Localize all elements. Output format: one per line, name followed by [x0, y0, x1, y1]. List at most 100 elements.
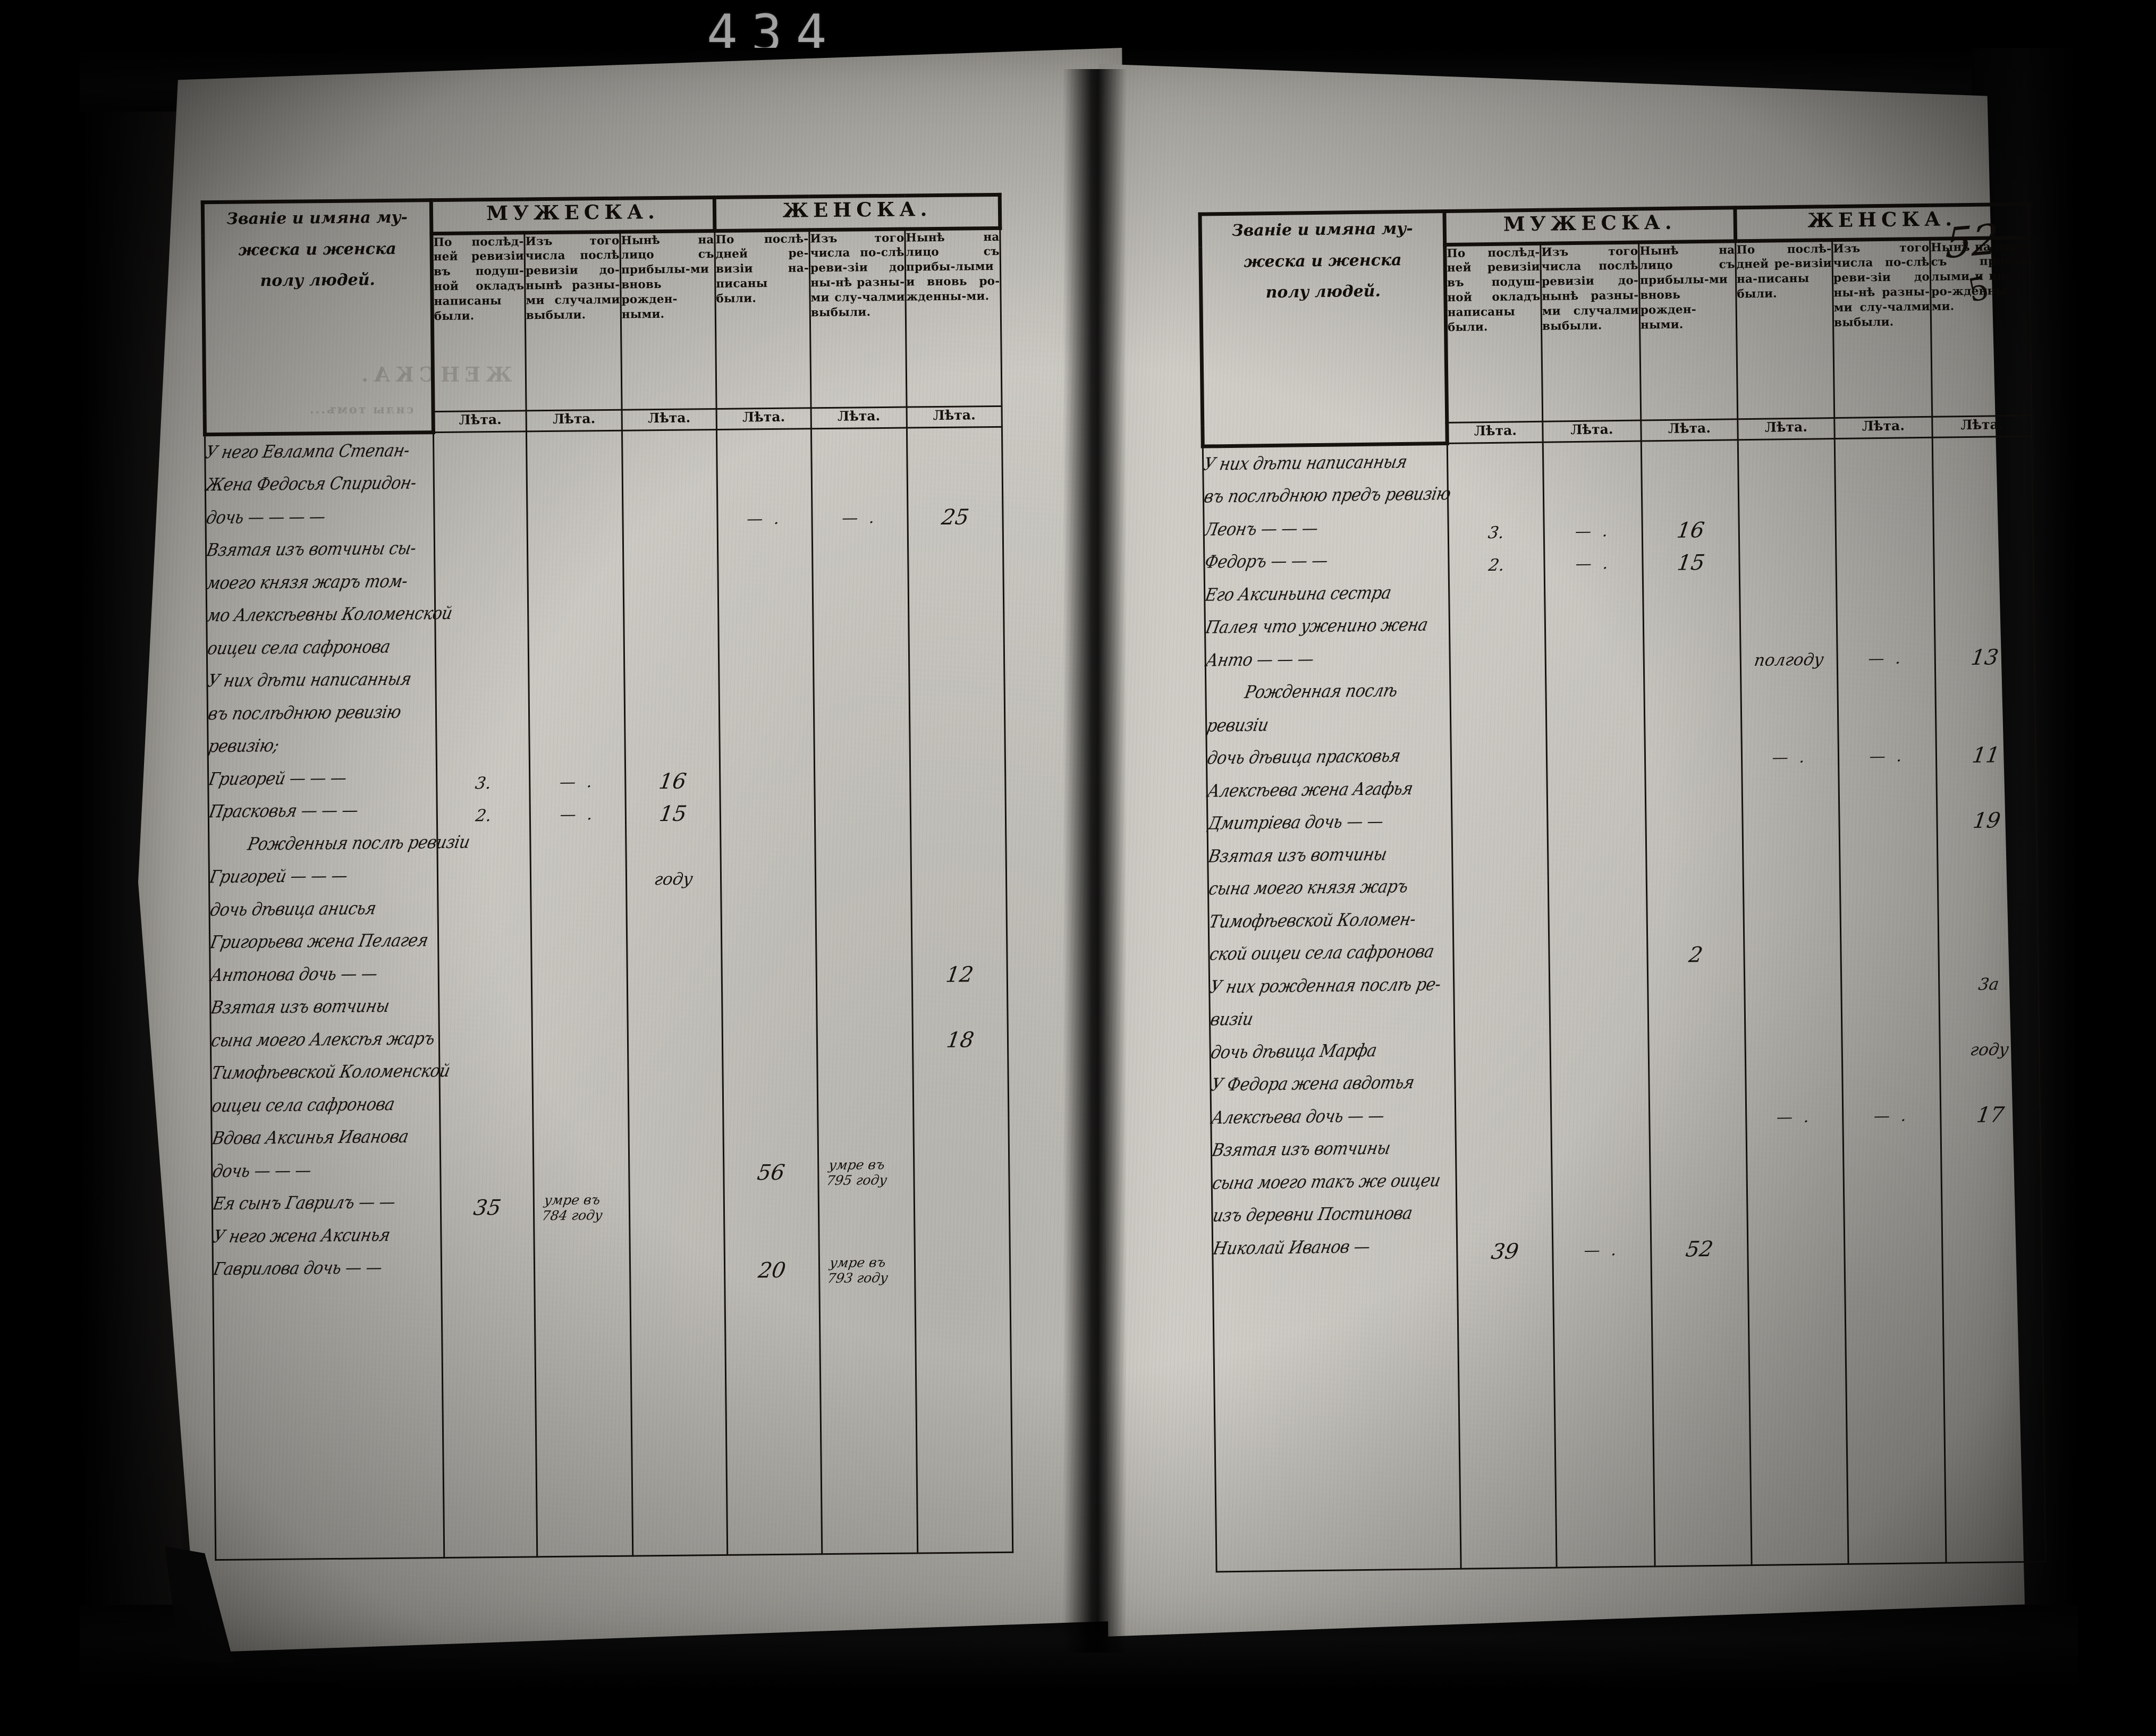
- column-header-m1: По послѣд-ней ревизіи въ подуш-ной оклад…: [431, 232, 527, 412]
- group-header-male: МУЖЕСКА.: [1444, 207, 1736, 245]
- value-cells-f2: — . умре въ 795 году умре въ 793 году: [811, 427, 918, 1554]
- unit-label-m3: Лѣта.: [1641, 419, 1738, 441]
- value-number: 39: [1490, 1239, 1520, 1264]
- unit-label-f2: Лѣта.: [811, 407, 907, 429]
- value-number: 20: [756, 1258, 788, 1283]
- value-cells-f3: 13 11 19 3а году 17: [1932, 436, 2046, 1563]
- page-right: Званіе и имяна му- жеска и женска полу л…: [1089, 48, 2078, 1653]
- value-number: 52: [1684, 1237, 1715, 1262]
- revision-table-left: Званіе и имяна му- жеска и женска полу л…: [201, 193, 1015, 1561]
- value-number: 35: [472, 1195, 503, 1221]
- value-note: — .: [745, 509, 784, 529]
- unit-label-m2: Лѣта.: [526, 409, 622, 431]
- value-number: 16: [1675, 518, 1706, 543]
- value-note: 3.: [474, 773, 493, 793]
- value-note: умре въ 784 году: [540, 1192, 604, 1224]
- value-number: 16: [657, 769, 688, 794]
- value-note: — .: [1868, 747, 1907, 766]
- entry-line: Ея сынъ Гаврилъ — —: [211, 1192, 397, 1214]
- column-header-f3: Нынѣ на лицо съ прибы-лыми и вновь ро-жд…: [904, 227, 1002, 407]
- value-cells-f3: 25 12 18: [907, 427, 1013, 1553]
- value-number: 25: [940, 504, 971, 530]
- entry-line: Тимофѣевской Коломенской: [210, 1061, 452, 1083]
- value-number: 12: [944, 962, 975, 987]
- entry-line: мо Алексѣевны Коломенской: [205, 603, 454, 626]
- value-number: 18: [945, 1027, 976, 1053]
- unit-label-m1: Лѣта.: [1447, 421, 1543, 444]
- book-spread: 52 5 ЖЕНСКА. силы томъ... Званіе и имяна…: [80, 48, 2078, 1690]
- group-header-female: ЖЕНСКА.: [714, 194, 1000, 231]
- value-cells-m1: 3. 2. 39: [1447, 442, 1557, 1569]
- value-cells-m2: — . — . — .: [1543, 441, 1655, 1568]
- column-header-f2: Изъ того числа по-слѣ реви-зіи до ны-нѣ …: [1832, 238, 1932, 418]
- entry-line: Григорьева жена Пелагея: [208, 930, 430, 953]
- entry-line: Прасковья — — —: [207, 800, 360, 822]
- page-left: ЖЕНСКА. силы томъ... Званіе и имяна му- …: [80, 48, 1132, 1653]
- name-column-header: Званіе и имяна му- жеска и женска полу л…: [1199, 211, 1448, 446]
- name-header-line-3: полу людей.: [1265, 282, 1381, 302]
- value-number: 19: [1971, 808, 2002, 834]
- entry-name-cells: У него Евлампа Степан- Жена Федосья Спири…: [204, 432, 471, 1560]
- column-header-f1: По послѣ-дней ре-визіи на-писаны были.: [1735, 240, 1834, 419]
- value-note: 2.: [1487, 555, 1506, 575]
- table-body-row: У него Евлампа Степан- Жена Федосья Спири…: [204, 427, 1013, 1560]
- unit-label-f2: Лѣта.: [1834, 416, 1933, 439]
- entry-line: Гаврилова дочь — —: [212, 1257, 384, 1280]
- value-note: — .: [1583, 1241, 1621, 1260]
- column-header-m1: По послѣд-ней ревизіи въ подуш-ной оклад…: [1444, 243, 1543, 423]
- value-note: — .: [558, 773, 597, 792]
- column-header-f3: Нынѣ на лицо съ прибы-лыми и вновь ро-жд…: [1930, 237, 2032, 417]
- value-cells-f1: полгоду — . — .: [1738, 438, 1849, 1565]
- entry-line: ревизію;: [207, 735, 281, 757]
- value-note: 3а: [1977, 974, 2001, 994]
- table-body-row: У них дѣти написанныя въ послѣднюю предъ …: [1202, 436, 2046, 1572]
- unit-label-f1: Лѣта.: [716, 408, 811, 430]
- value-number: 13: [1969, 645, 2000, 670]
- value-note: умре въ 793 году: [826, 1255, 889, 1286]
- unit-label-f1: Лѣта.: [1737, 418, 1835, 440]
- value-note: — .: [1872, 1106, 1911, 1126]
- column-header-m2: Изъ того числа послѣ ревизіи до-нынѣ раз…: [524, 231, 622, 411]
- value-note: — .: [840, 509, 880, 528]
- name-header-line-1: Званіе и имяна му-: [226, 208, 408, 228]
- unit-label-m3: Лѣта.: [622, 409, 717, 430]
- value-note: — .: [1574, 522, 1612, 541]
- value-note: — .: [559, 805, 597, 825]
- value-cells-f1: — . 56 20: [716, 428, 822, 1555]
- entry-line: Взятая изъ вотчины сы-: [205, 538, 418, 561]
- value-note: — .: [1775, 1107, 1814, 1127]
- entry-line-blank: [211, 1315, 444, 1353]
- value-cells-f2: — . — . — .: [1834, 437, 1947, 1564]
- entry-line: Жена Федосья Спиридон-: [204, 472, 418, 495]
- entry-line: Взятая изъ вотчины: [209, 996, 391, 1018]
- name-header-line-3: полу людей.: [260, 270, 376, 291]
- value-note: — .: [1574, 554, 1613, 574]
- unit-label-m2: Лѣта.: [1542, 420, 1642, 443]
- value-number: 2: [1687, 943, 1705, 968]
- value-number: 15: [657, 801, 689, 827]
- value-cells-m3: 16 15 2 52: [1641, 439, 1752, 1566]
- column-header-f2: Изъ того числа по-слѣ реви-зіи до ны-нѣ …: [809, 228, 907, 408]
- entry-line: Вдова Аксинья Иванова: [210, 1126, 410, 1149]
- value-cells-m3: 16 15 году: [622, 429, 728, 1556]
- value-cells-m2: — . — . умре въ 784 году: [526, 430, 633, 1557]
- value-note: 3.: [1486, 523, 1506, 543]
- value-note: умре въ 795 году: [825, 1156, 889, 1188]
- unit-label-f3: Лѣта.: [907, 405, 1002, 428]
- entry-line-blank: [1211, 1326, 1460, 1365]
- value-number: 11: [1971, 743, 2001, 768]
- name-header-line-1: Званіе и имяна му-: [1231, 219, 1413, 240]
- column-header-f1: По послѣ-дней ре-визіи на-писаны были.: [714, 230, 811, 409]
- name-column-header: Званіе и имяна му- жеска и женска полу л…: [202, 200, 434, 435]
- value-number: 17: [1975, 1102, 2006, 1128]
- column-header-m3: Нынѣ на лицо съ прибылы-ми вновь рожден-…: [1638, 241, 1738, 420]
- group-header-female: ЖЕНСКА.: [1735, 204, 2030, 241]
- revision-table-right: Званіе и имяна му- жеска и женска полу л…: [1198, 202, 2047, 1573]
- value-note: — .: [1771, 748, 1810, 768]
- value-note: полгоду: [1753, 649, 1825, 670]
- value-number: 15: [1676, 551, 1706, 575]
- value-note: году: [1969, 1039, 2010, 1060]
- unit-label-f3: Лѣта.: [1932, 415, 2032, 438]
- entry-line: У них дѣти написанныя: [206, 668, 413, 691]
- value-note: — .: [1867, 649, 1906, 668]
